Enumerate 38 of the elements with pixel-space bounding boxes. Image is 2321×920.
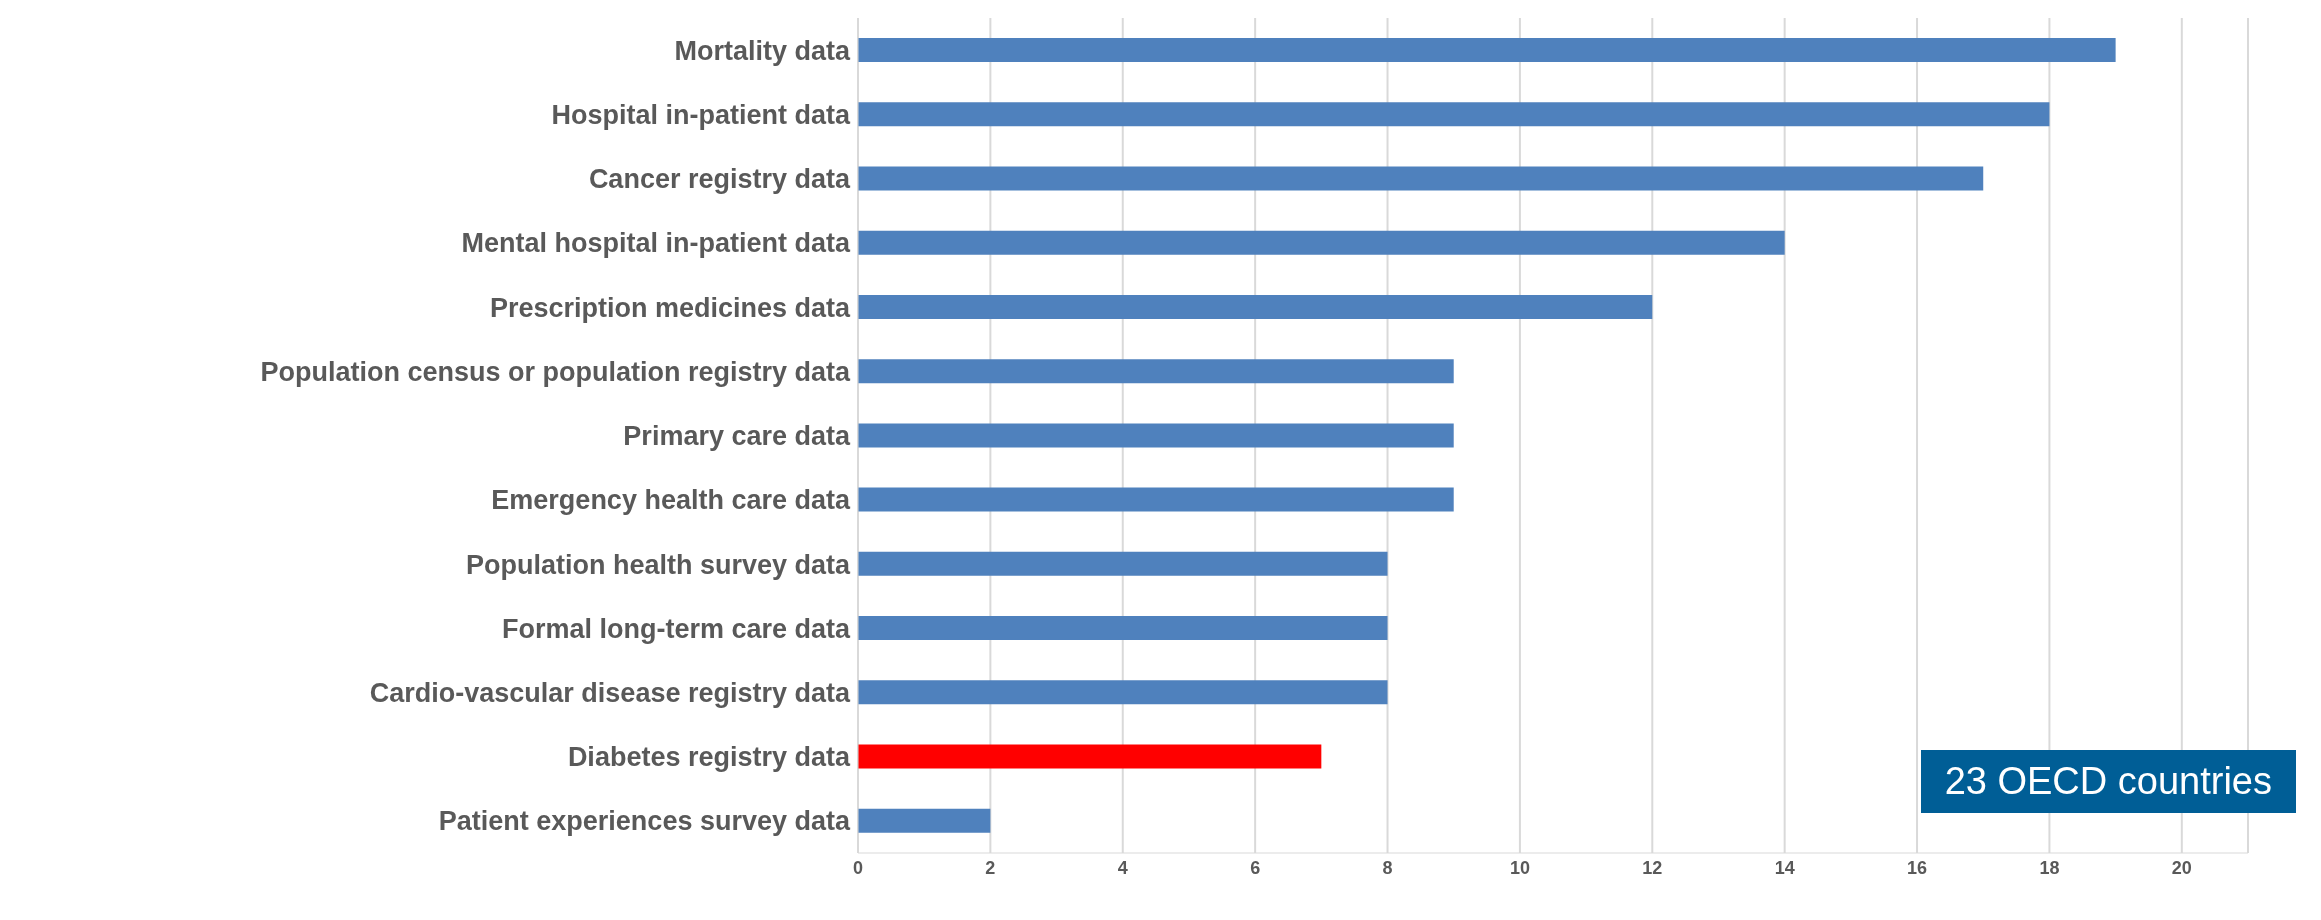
bar [858,744,1322,769]
bar [858,551,1388,576]
x-tick-label: 18 [2039,857,2060,878]
y-tick-label: Mental hospital in-patient data [461,228,851,259]
bar [858,808,991,833]
y-tick-label: Cancer registry data [588,164,851,195]
bar [858,680,1388,705]
bar [858,230,1785,255]
y-tick-label: Population health survey data [465,549,851,580]
x-tick-label: 12 [1642,857,1663,878]
x-tick-label: 8 [1382,857,1393,878]
y-tick-label: Hospital in-patient data [551,99,851,130]
bar [858,359,1454,384]
y-tick-label: Population census or population registry data [260,356,851,387]
y-tick-label: Cardio-vascular disease registry data [369,678,851,709]
y-tick-label: Patient experiences survey data [438,806,851,837]
x-tick-label: 20 [2171,857,2192,878]
x-tick-label: 0 [852,857,864,878]
bar [858,487,1454,512]
y-tick-label: Diabetes registry data [567,742,851,773]
y-tick-label: Mortality data [674,35,851,66]
bar [858,102,2050,127]
annotation: 23 OECD countries [1920,750,2296,813]
bar [858,166,1984,191]
x-tick-label: 16 [1907,857,1928,878]
x-tick-label: 2 [985,857,996,878]
x-tick-label: 6 [1250,857,1261,878]
bar [858,38,2116,62]
x-tick-label: 14 [1774,857,1795,878]
bar [858,423,1454,448]
y-tick-label: Emergency health care data [491,485,851,516]
y-tick-label: Primary care data [623,421,851,452]
bar [858,294,1653,319]
bar [858,616,1388,641]
y-tick-label: Prescription medicines data [489,292,851,323]
x-tick-label: 4 [1117,857,1128,878]
y-tick-label: Formal long-term care data [501,613,851,644]
x-tick-label: 10 [1509,857,1530,878]
